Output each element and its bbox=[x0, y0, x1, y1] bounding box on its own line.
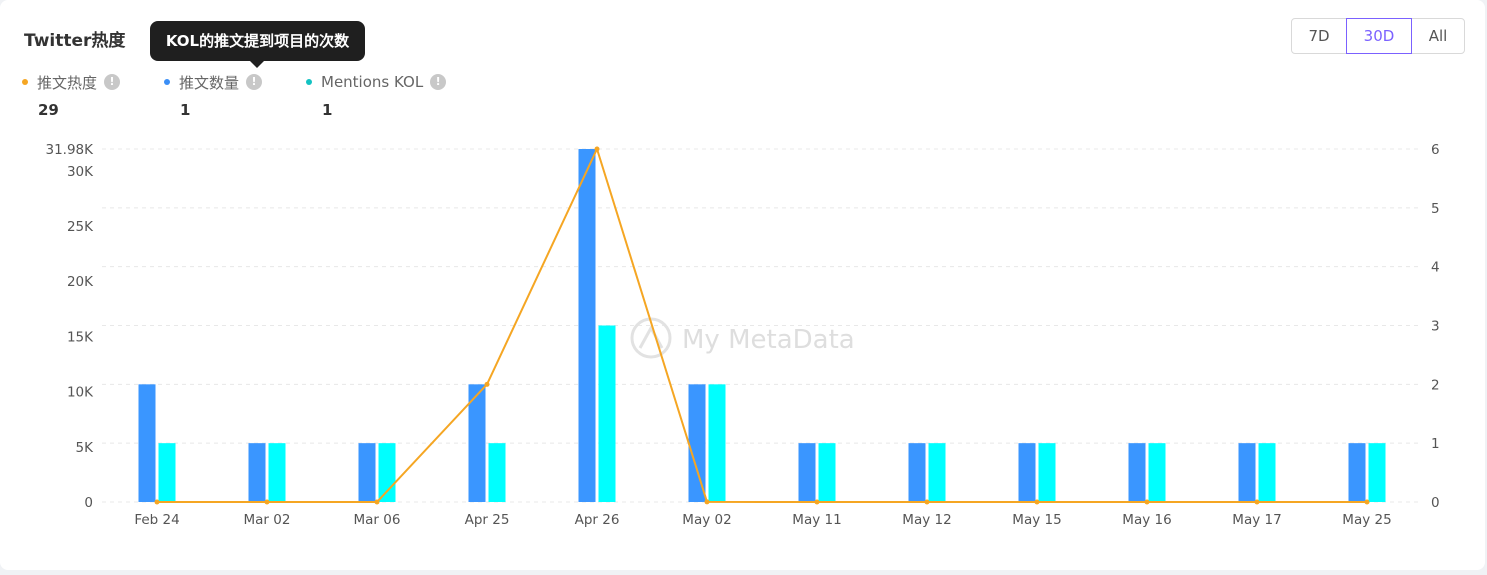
line-tweet-heat bbox=[157, 146, 1367, 503]
bar-mentions-kol bbox=[1148, 443, 1166, 502]
card-title: Twitter热度 bbox=[24, 31, 126, 51]
x-tick-label: May 02 bbox=[682, 512, 731, 528]
y-left-tick-label: 0 bbox=[84, 495, 93, 511]
line-point-tweet-heat bbox=[814, 499, 820, 505]
x-tick-label: May 12 bbox=[902, 512, 951, 528]
legend-dot-icon bbox=[306, 79, 312, 85]
y-right-tick-label: 4 bbox=[1431, 260, 1440, 276]
x-tick-label: May 15 bbox=[1012, 512, 1061, 528]
x-tick-label: Apr 26 bbox=[575, 512, 620, 528]
legend-item-mentions-kol[interactable]: Mentions KOL ! 1 bbox=[306, 72, 447, 119]
legend-value: 1 bbox=[322, 101, 333, 119]
y-right-tick-label: 3 bbox=[1431, 319, 1440, 335]
line-point-tweet-heat bbox=[1254, 499, 1260, 505]
range-7d-button[interactable]: 7D bbox=[1308, 27, 1330, 45]
y-left-tick-label: 30K bbox=[67, 164, 94, 180]
bar-tweet-count bbox=[1018, 443, 1036, 502]
line-point-tweet-heat bbox=[264, 499, 270, 505]
bar-tweet-count bbox=[578, 149, 596, 502]
x-tick-label: May 25 bbox=[1342, 512, 1391, 528]
y-right-tick-label: 2 bbox=[1431, 377, 1440, 393]
bar-mentions-kol bbox=[488, 443, 506, 502]
y-left-tick-label: 31.98K bbox=[45, 142, 94, 158]
bar-tweet-count bbox=[1348, 443, 1366, 502]
x-tick-label: Feb 24 bbox=[134, 512, 179, 528]
bar-mentions-kol bbox=[1368, 443, 1386, 502]
bar-tweet-count bbox=[908, 443, 926, 502]
bar-tweet-count bbox=[798, 443, 816, 502]
bar-tweet-count bbox=[1128, 443, 1146, 502]
x-tick-label: Apr 25 bbox=[465, 512, 510, 528]
bar-tweet-count bbox=[468, 384, 486, 502]
legend-item-tweet-count[interactable]: 推文数量 ! 1 bbox=[164, 72, 263, 119]
line-point-tweet-heat bbox=[1364, 499, 1370, 505]
line-point-tweet-heat bbox=[154, 499, 160, 505]
bar-mentions-kol bbox=[1038, 443, 1056, 502]
legend-label: 推文热度 bbox=[37, 73, 98, 92]
x-tick-label: May 11 bbox=[792, 512, 841, 528]
bar-mentions-kol bbox=[378, 443, 396, 502]
y-right-tick-label: 1 bbox=[1431, 436, 1440, 452]
line-point-tweet-heat bbox=[1034, 499, 1040, 505]
watermark-text: My MetaData bbox=[682, 325, 855, 355]
range-all-button[interactable]: All bbox=[1428, 27, 1448, 45]
line-point-tweet-heat bbox=[594, 146, 600, 152]
info-icon[interactable]: ! bbox=[104, 74, 121, 90]
line-point-tweet-heat bbox=[704, 499, 710, 505]
range-30d-button[interactable]: 30D bbox=[1346, 18, 1412, 54]
bar-mentions-kol bbox=[928, 443, 946, 502]
y-right-tick-label: 6 bbox=[1431, 142, 1440, 158]
legend-dot-icon bbox=[22, 79, 28, 85]
bar-tweet-count bbox=[358, 443, 376, 502]
bar-tweet-count bbox=[248, 443, 266, 502]
legend-item-heat[interactable]: 推文热度 ! 29 bbox=[22, 72, 121, 119]
bar-tweet-count bbox=[1238, 443, 1256, 502]
bar-mentions-kol bbox=[708, 384, 726, 502]
range-selector: 7D 30D All bbox=[1291, 18, 1465, 54]
y-left-tick-label: 15K bbox=[67, 329, 94, 345]
info-icon[interactable]: ! bbox=[246, 74, 263, 90]
bar-mentions-kol bbox=[818, 443, 836, 502]
y-left-tick-label: 25K bbox=[67, 219, 94, 235]
line-point-tweet-heat bbox=[1144, 499, 1150, 505]
tooltip: KOL的推文提到项目的次数 bbox=[150, 21, 365, 68]
y-left-tick-label: 5K bbox=[76, 440, 95, 456]
line-point-tweet-heat bbox=[484, 381, 490, 387]
info-icon[interactable]: ! bbox=[430, 74, 447, 90]
x-tick-label: May 16 bbox=[1122, 512, 1171, 528]
bar-tweet-count bbox=[138, 384, 156, 502]
line-point-tweet-heat bbox=[924, 499, 930, 505]
watermark-logo-icon bbox=[638, 324, 664, 349]
y-right-tick-label: 0 bbox=[1431, 495, 1440, 511]
bar-mentions-kol bbox=[268, 443, 286, 502]
bar-mentions-kol bbox=[598, 325, 616, 502]
bar-tweet-count bbox=[688, 384, 706, 502]
x-tick-label: Mar 02 bbox=[244, 512, 291, 528]
y-left-tick-label: 10K bbox=[67, 385, 94, 401]
line-point-tweet-heat bbox=[374, 499, 380, 505]
legend-value: 1 bbox=[180, 101, 191, 119]
legend-label: Mentions KOL bbox=[321, 73, 424, 91]
legend-value: 29 bbox=[38, 101, 59, 119]
legend-label: 推文数量 bbox=[179, 73, 240, 92]
x-tick-label: May 17 bbox=[1232, 512, 1281, 528]
legend-dot-icon bbox=[164, 79, 170, 85]
bar-mentions-kol bbox=[158, 443, 176, 502]
x-tick-label: Mar 06 bbox=[354, 512, 401, 528]
y-right-tick-label: 5 bbox=[1431, 201, 1440, 217]
y-left-tick-label: 20K bbox=[67, 274, 94, 290]
bar-mentions-kol bbox=[1258, 443, 1276, 502]
